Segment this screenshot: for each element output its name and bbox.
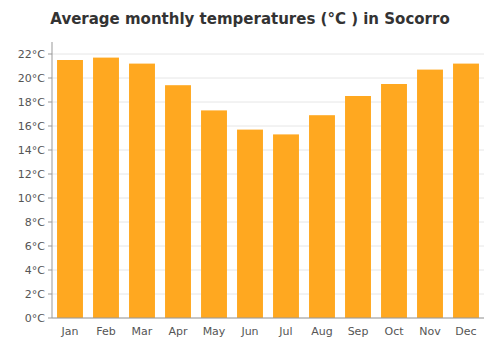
y-tick-label: 22°C: [18, 48, 45, 61]
x-tick-label: Feb: [96, 325, 115, 338]
x-tick-label: Apr: [168, 325, 188, 338]
x-tick-label: Aug: [311, 325, 332, 338]
x-tick-label: Nov: [419, 325, 441, 338]
bar: [165, 85, 191, 318]
bars: [57, 58, 479, 318]
x-axis: Jan Feb Mar Apr May Jun Jul Aug Sep Oct Nov Dec: [52, 318, 484, 338]
y-tick-label: 18°C: [18, 96, 45, 109]
y-tick-label: 20°C: [18, 72, 45, 85]
y-tick: [48, 198, 52, 199]
y-tick: [48, 318, 52, 319]
bar: [237, 130, 263, 318]
y-axis-line: [52, 42, 53, 318]
x-tick-label: Mar: [132, 325, 153, 338]
grid-line: [52, 318, 484, 319]
x-tick-label: Dec: [455, 325, 476, 338]
x-tick-label: May: [203, 325, 226, 338]
y-tick-label: 10°C: [18, 192, 45, 205]
x-tick-label: Sep: [348, 325, 369, 338]
x-tick-label: Jan: [61, 325, 79, 338]
bar: [273, 134, 299, 318]
y-tick-label: 6°C: [25, 240, 45, 253]
y-tick: [48, 126, 52, 127]
bar: [201, 110, 227, 318]
chart-title: Average monthly temperatures (°C ) in So…: [50, 10, 449, 28]
y-tick-label: 2°C: [25, 288, 45, 301]
bar: [345, 96, 371, 318]
bar: [309, 115, 335, 318]
bar: [381, 84, 407, 318]
x-axis-line: [52, 318, 484, 319]
grid-line: [52, 54, 484, 55]
x-tick-label: Jun: [240, 325, 258, 338]
bar: [93, 58, 119, 318]
y-tick: [48, 102, 52, 103]
bar: [453, 64, 479, 318]
y-tick: [48, 54, 52, 55]
chart-svg: Average monthly temperatures (°C ) in So…: [0, 0, 500, 350]
y-tick-label: 14°C: [18, 144, 45, 157]
y-axis: 0°C 2°C 4°C 6°C 8°C 10°C 12°C 14°C 16°C 18°C 20°C 2…: [18, 42, 52, 325]
y-tick-label: 8°C: [25, 216, 45, 229]
chart-container: Average monthly temperatures (°C ) in So…: [0, 0, 500, 350]
y-tick: [48, 174, 52, 175]
y-tick: [48, 294, 52, 295]
y-tick-label: 16°C: [18, 120, 45, 133]
x-tick-label: Jul: [278, 325, 292, 338]
y-tick: [48, 222, 52, 223]
y-tick-label: 4°C: [25, 264, 45, 277]
y-tick: [48, 270, 52, 271]
y-tick: [48, 150, 52, 151]
y-tick-label: 0°C: [25, 312, 45, 325]
y-tick: [48, 246, 52, 247]
y-grid: [52, 54, 484, 318]
y-tick-label: 12°C: [18, 168, 45, 181]
y-tick: [48, 78, 52, 79]
bar: [417, 70, 443, 318]
x-tick-label: Oct: [384, 325, 404, 338]
bar: [57, 60, 83, 318]
bar: [129, 64, 155, 318]
